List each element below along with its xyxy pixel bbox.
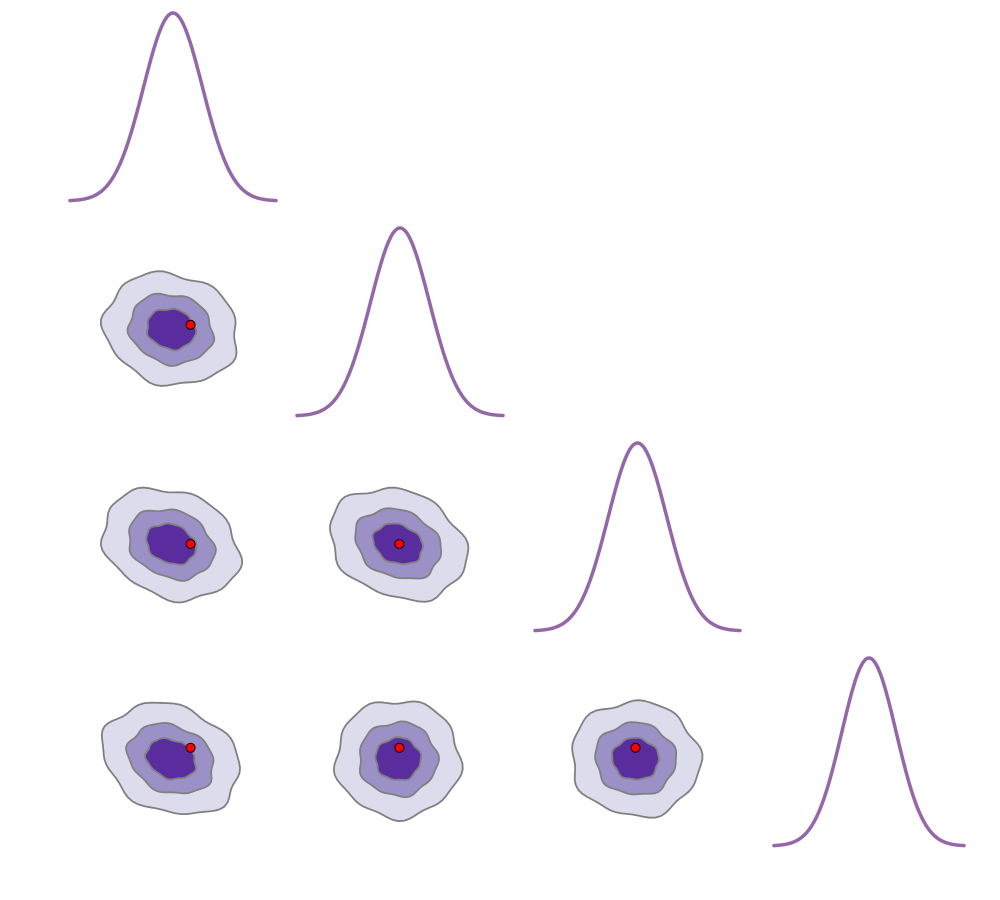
truth-marker xyxy=(394,742,405,753)
truth-marker xyxy=(185,319,196,330)
marginal-density-line xyxy=(295,226,505,418)
truth-marker xyxy=(630,742,641,753)
truth-marker xyxy=(394,539,405,549)
pair-panel-0-2 xyxy=(99,486,244,604)
marginal-density-line xyxy=(772,656,966,848)
marginal-density-line xyxy=(533,441,742,633)
contour-inner xyxy=(145,522,198,566)
marginal-panel-0 xyxy=(68,11,278,203)
pair-panel-2-3 xyxy=(571,699,704,819)
truth-marker xyxy=(185,742,196,753)
pair-panel-0-3 xyxy=(100,701,241,816)
pair-panel-0-1 xyxy=(99,270,238,387)
marginal-panel-3 xyxy=(772,656,966,848)
marginal-panel-2 xyxy=(533,441,742,633)
marginal-density-line xyxy=(68,11,278,203)
pair-panel-1-2 xyxy=(329,486,470,603)
contour-inner xyxy=(611,736,660,781)
truth-marker xyxy=(185,539,196,549)
contour-inner xyxy=(374,736,423,781)
pair-panel-1-3 xyxy=(332,700,464,823)
contour-inner xyxy=(146,307,198,352)
marginal-panel-1 xyxy=(295,226,505,418)
